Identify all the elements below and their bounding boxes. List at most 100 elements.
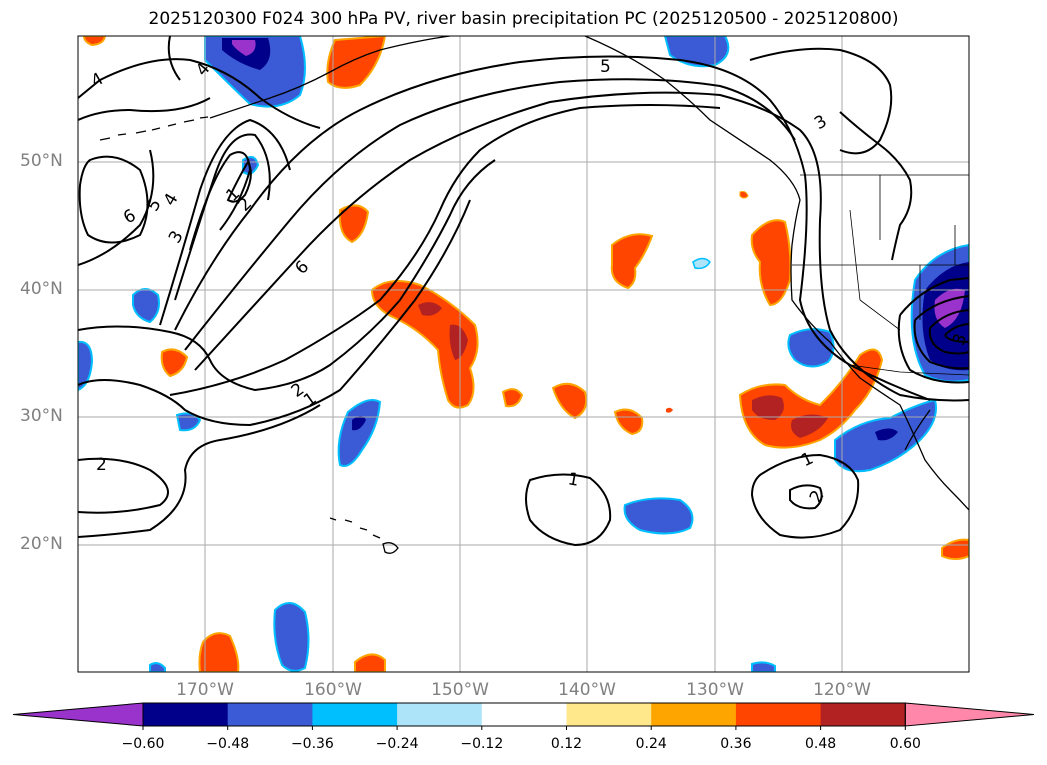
pos-anomaly-shape	[738, 348, 884, 449]
map-frame	[77, 35, 970, 673]
pos-anomaly-shape	[610, 233, 654, 290]
contour-label: 3	[949, 331, 971, 348]
pos-anomaly-shape	[338, 204, 370, 244]
colorbar-tick-label: 0.12	[550, 736, 583, 752]
colorbar-swatch	[651, 703, 737, 726]
neg-anomaly-shape	[175, 412, 202, 432]
contour-label: 6	[291, 257, 313, 279]
pos-anomaly-core	[449, 324, 468, 360]
state-borders	[792, 175, 969, 331]
neg-anomaly-shape	[623, 497, 694, 535]
lon-label-140w: 140°W	[558, 680, 616, 700]
pv-contour	[78, 404, 321, 538]
lon-label-130w: 130°W	[686, 680, 744, 700]
contour-label: 6	[120, 206, 139, 229]
aleutian-islands	[99, 116, 209, 141]
neg-anomaly-shape	[273, 602, 310, 672]
lon-label-120w: 120°W	[813, 680, 871, 700]
pos-anomaly-shape	[354, 653, 386, 672]
colorbar-swatch	[735, 703, 822, 726]
pv-contour	[897, 277, 969, 384]
neg-anomaly-shape	[692, 257, 711, 270]
pv-contour	[174, 55, 931, 401]
pv-contour	[78, 149, 155, 266]
neg-anomaly-shape	[663, 36, 730, 68]
map-area: 4 4 5 3 6 5 4 3 2 1 6 2 1 2 1 1 2 3	[78, 36, 971, 672]
pos-anomaly-shape	[551, 382, 588, 420]
pv-contour	[749, 47, 893, 155]
pv-contour	[750, 453, 860, 539]
pos-anomaly-shape	[326, 36, 387, 89]
neg-anomaly-shape	[787, 328, 835, 368]
pv-contour	[78, 97, 211, 121]
contour-label: 5	[600, 57, 611, 77]
pv-contour	[913, 295, 969, 370]
gridlines	[78, 36, 969, 672]
pv-contour	[78, 457, 169, 514]
pv-contour	[194, 91, 969, 402]
alaska-coastline	[209, 36, 451, 119]
pos-anomaly-shape	[613, 408, 644, 436]
lon-label-170w: 170°W	[176, 680, 234, 700]
neg-anomaly-shape	[78, 340, 94, 392]
map-title: 2025120300 F024 300 hPa PV, river basin …	[148, 9, 899, 29]
contour-label: 1	[798, 448, 816, 471]
pv-contour	[78, 199, 471, 427]
neg-anomaly-shape	[132, 288, 160, 324]
colorbar-tick-label: −0.48	[206, 736, 250, 752]
pos-anomaly-shape	[666, 407, 673, 413]
baja-coastline	[904, 409, 931, 451]
pos-anomaly-shape	[82, 36, 107, 47]
pos-anomaly-shape	[160, 348, 189, 378]
pv-contour	[78, 159, 496, 392]
pos-anomaly-core	[791, 414, 828, 438]
colorbar-swatch	[820, 703, 906, 726]
pv-contour	[226, 159, 252, 203]
pv-contour	[928, 309, 969, 355]
colorbar-extend-left	[12, 702, 144, 727]
pv-contour	[184, 78, 796, 351]
colorbar-tick-label: 0.24	[635, 736, 667, 752]
hawaii-islands	[329, 517, 399, 554]
colorbar-tick-label: −0.60	[121, 736, 165, 752]
pos-anomaly-shape	[370, 280, 479, 409]
pv-contour	[839, 111, 913, 261]
colorbar-swatch	[566, 703, 652, 726]
pv-contour	[78, 155, 149, 244]
pv-contour	[169, 104, 721, 396]
pv-contour	[167, 36, 181, 81]
pos-anomaly-shape	[941, 538, 969, 560]
lat-label-30n: 30°N	[20, 406, 63, 426]
pos-anomaly-shape	[739, 191, 749, 199]
pos-anomaly-core	[418, 302, 442, 316]
pv-contours	[78, 36, 969, 547]
neg-anomaly-core	[232, 40, 256, 56]
colorbar-tick-label: 0.36	[720, 736, 752, 752]
pacific-northwest-coastline	[584, 36, 969, 511]
lon-label-160w: 160°W	[304, 680, 362, 700]
colorbar-tick-label: −0.24	[375, 736, 419, 752]
coastlines	[99, 36, 969, 554]
contour-label: 1	[566, 469, 580, 491]
colorbar-extend-right	[904, 702, 1035, 727]
pv-contour	[789, 484, 823, 510]
neg-anomaly-shape	[751, 661, 776, 672]
colorbar-swatch	[227, 703, 313, 726]
colorbar-swatch	[397, 703, 483, 726]
pos-anomaly-shape	[198, 632, 240, 672]
borders	[792, 174, 969, 376]
lat-label-40n: 40°N	[20, 279, 63, 299]
pv-contour	[78, 58, 321, 129]
lat-label-20n: 20°N	[20, 534, 63, 554]
colorbar	[12, 702, 1035, 730]
contour-label: 2	[806, 487, 829, 506]
colorbar-swatch	[312, 703, 398, 726]
pos-anomaly-core	[752, 395, 784, 420]
neg-anomaly-core	[875, 428, 898, 441]
pv-contour	[159, 118, 291, 326]
contour-label: 3	[811, 111, 830, 134]
pv-contour	[525, 473, 612, 547]
neg-anomaly-shape	[337, 399, 382, 467]
contour-label: 2	[96, 455, 107, 475]
